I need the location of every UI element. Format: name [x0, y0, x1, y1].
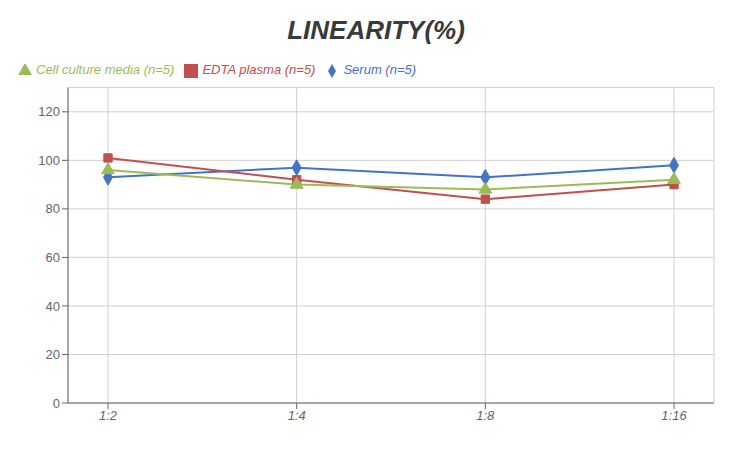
svg-text:100: 100 [38, 153, 60, 168]
html-text:EDTA plasma (n=5): EDTA plasma (n=5) [202, 62, 316, 77]
svg-text:20: 20 [46, 347, 60, 362]
svg-text:0: 0 [53, 396, 60, 411]
svg-text:1:2: 1:2 [99, 408, 118, 423]
svg-text:80: 80 [46, 201, 60, 216]
html-text:LINEARITY(%): LINEARITY(%) [287, 15, 465, 45]
svg-text:40: 40 [46, 299, 60, 314]
svg-text:1:8: 1:8 [476, 408, 495, 423]
html-text:Cell culture media (n=5): Cell culture media (n=5) [36, 62, 175, 77]
svg-text:120: 120 [38, 104, 60, 119]
svg-text:1:4: 1:4 [288, 408, 306, 423]
svg-text:60: 60 [46, 250, 60, 265]
html-text:Serum (n=5): Serum (n=5) [343, 62, 417, 77]
svg-text:1:16: 1:16 [661, 408, 687, 423]
